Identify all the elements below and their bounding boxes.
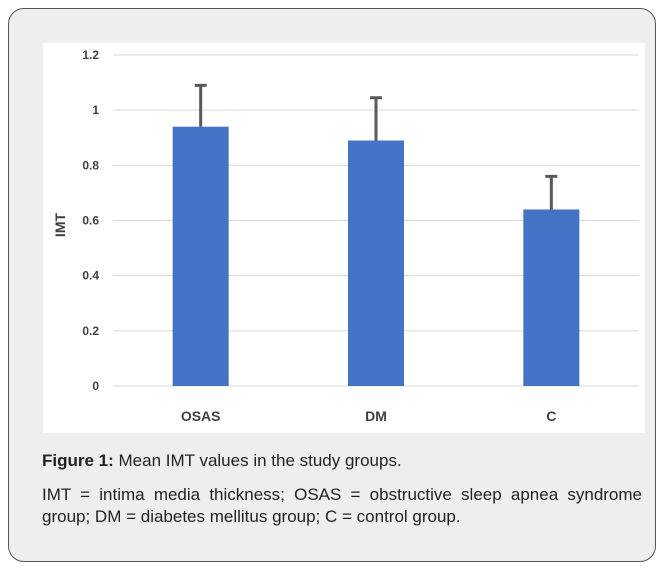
bar-c — [523, 209, 580, 386]
caption-text: Mean IMT values in the study groups. — [113, 451, 402, 470]
figure-note: IMT = intima media thickness; OSAS = obs… — [42, 485, 642, 527]
y-tick-label: 0 — [92, 379, 99, 393]
x-tick-label: C — [546, 408, 556, 424]
y-tick-label: 0.6 — [82, 214, 99, 228]
y-tick-label: 0.4 — [82, 269, 99, 283]
y-tick-label: 0.8 — [82, 158, 99, 172]
caption-label: Figure 1: — [42, 451, 114, 470]
y-tick-label: 0.2 — [82, 324, 99, 338]
bar-dm — [348, 140, 404, 386]
y-tick-label: 1 — [92, 103, 99, 117]
label-layer: 0 0.2 0.4 0.6 0.8 1 1.2 OSAS DM C — [82, 48, 556, 424]
figure-caption: Figure 1: Mean IMT values in the study g… — [42, 450, 642, 472]
y-tick-label: 1.2 — [82, 48, 99, 62]
x-tick-label: DM — [365, 408, 387, 424]
bar-chart: 0 0.2 0.4 0.6 0.8 1 1.2 OSAS DM C IMT — [52, 48, 639, 424]
figure-card: 0 0.2 0.4 0.6 0.8 1 1.2 OSAS DM C IMT — [8, 8, 656, 562]
y-axis-label: IMT — [52, 213, 68, 238]
bar-osas — [172, 126, 229, 386]
bar-layer — [172, 83, 580, 386]
chart-plot-area: 0 0.2 0.4 0.6 0.8 1 1.2 OSAS DM C IMT — [43, 43, 645, 433]
x-tick-label: OSAS — [181, 408, 221, 424]
